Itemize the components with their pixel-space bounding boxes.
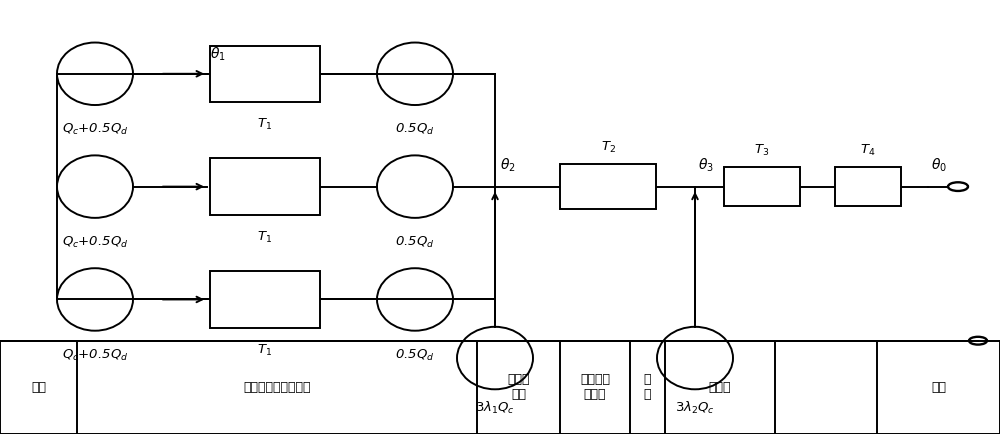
Text: 铠
装: 铠 装: [644, 373, 651, 401]
Bar: [210, 46, 320, 102]
Text: $T_1$: $T_1$: [257, 117, 273, 132]
Text: $3\lambda_2 Q_c$: $3\lambda_2 Q_c$: [675, 400, 715, 416]
Text: 0.5$Q_d$: 0.5$Q_d$: [395, 122, 435, 138]
Bar: [724, 167, 800, 206]
Text: 填充层及
内护套: 填充层及 内护套: [580, 373, 610, 401]
Text: $Q_c$+0.5$Q_d$: $Q_c$+0.5$Q_d$: [62, 348, 128, 363]
Bar: [210, 271, 320, 328]
Bar: [835, 167, 901, 206]
Text: 0.5$Q_d$: 0.5$Q_d$: [395, 235, 435, 250]
Text: $T_3$: $T_3$: [754, 143, 770, 158]
Text: $\theta_1$: $\theta_1$: [210, 46, 226, 63]
Text: $\theta_2$: $\theta_2$: [500, 156, 516, 174]
Text: $T_4$: $T_4$: [860, 143, 876, 158]
Text: 0.5$Q_d$: 0.5$Q_d$: [395, 348, 435, 363]
Text: $Q_c$+0.5$Q_d$: $Q_c$+0.5$Q_d$: [62, 122, 128, 138]
Bar: [210, 158, 320, 215]
Text: 外护套: 外护套: [709, 381, 731, 394]
Text: $T_1$: $T_1$: [257, 343, 273, 358]
Text: $3\lambda_1 Q_c$: $3\lambda_1 Q_c$: [475, 400, 515, 416]
Text: 导体: 导体: [31, 381, 46, 394]
Text: 绝缘层及内外屏蔽层: 绝缘层及内外屏蔽层: [243, 381, 311, 394]
Text: 环境: 环境: [931, 381, 946, 394]
Text: $T_1$: $T_1$: [257, 230, 273, 245]
Text: $Q_c$+0.5$Q_d$: $Q_c$+0.5$Q_d$: [62, 235, 128, 250]
Text: $T_2$: $T_2$: [601, 140, 615, 155]
Text: 金属屏
蔽层: 金属屏 蔽层: [507, 373, 530, 401]
Text: $\theta_0$: $\theta_0$: [931, 156, 947, 174]
Bar: [560, 164, 656, 209]
Text: $\theta_3$: $\theta_3$: [698, 156, 714, 174]
